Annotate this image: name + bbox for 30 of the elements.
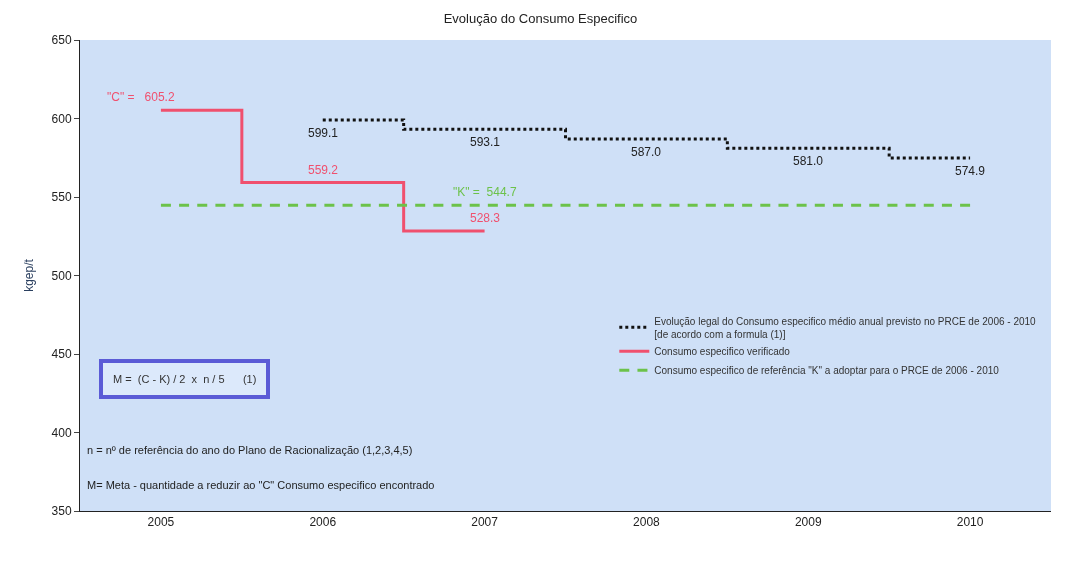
- data-label: "C" = 605.2: [107, 90, 175, 104]
- y-tick-label: 500: [51, 268, 72, 283]
- y-tick-label: 600: [51, 111, 72, 126]
- y-tick-label: 650: [51, 33, 72, 48]
- y-tick-label: 450: [51, 347, 72, 362]
- y-tick-label: 400: [51, 425, 72, 440]
- x-tick-label: 2005: [147, 515, 175, 530]
- legend-label: Evolução legal do Consumo especifico médio anual previsto no PRCE de 2006 - 2010 [de acordo com a formula (1)]: [654, 315, 1037, 340]
- y-tick-label: 550: [51, 190, 72, 205]
- data-label: 593.1: [470, 135, 501, 149]
- data-label: 581.0: [793, 154, 824, 168]
- y-axis-title: kgep/t: [21, 258, 36, 292]
- chart-title: Evolução do Consumo Especifico: [443, 11, 638, 27]
- annotation: n = nº de referência do ano do Plano de Racionalização (1,2,3,4,5): [87, 444, 413, 456]
- y-tick-label: 350: [51, 504, 72, 519]
- legend-label: Consumo especifico de referência "K" a adoptar para o PRCE de 2006 - 2010: [654, 365, 1000, 377]
- data-label: 574.9: [955, 164, 986, 178]
- x-tick-label: 2009: [794, 515, 822, 530]
- x-tick-label: 2007: [471, 515, 499, 530]
- annotation: M= Meta - quantidade a reduzir ao "C" Consumo especifico encontrado: [87, 479, 435, 491]
- data-label: 559.2: [308, 163, 339, 177]
- legend-label: Consumo especifico verificado: [654, 346, 791, 358]
- data-label: "K" = 544.7: [453, 185, 517, 199]
- annotation: M = (C - K) / 2 x n / 5 (1): [113, 373, 257, 385]
- x-tick-label: 2010: [956, 515, 984, 530]
- data-label: 599.1: [308, 126, 339, 140]
- x-tick-label: 2006: [309, 515, 337, 530]
- data-label: 528.3: [470, 211, 501, 225]
- x-tick-label: 2008: [633, 515, 661, 530]
- data-label: 587.0: [631, 145, 662, 159]
